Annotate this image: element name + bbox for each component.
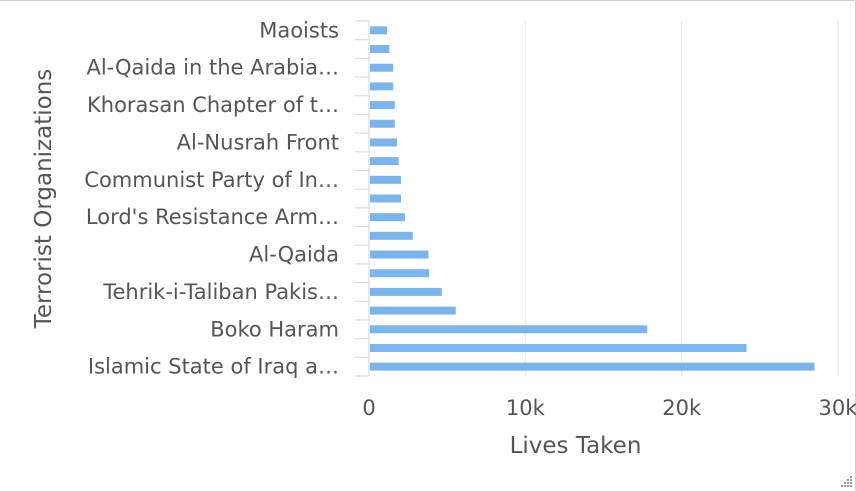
bar[interactable]	[370, 269, 430, 278]
bar[interactable]	[370, 213, 405, 222]
bar[interactable]	[370, 157, 399, 166]
y-axis-title: Terrorist Organizations	[31, 69, 57, 330]
category-labels: Maoists Al-Qaida in the Arabia… Khorasan C…	[84, 18, 339, 378]
bar[interactable]	[370, 63, 394, 72]
category-label: Lord's Resistance Arm…	[86, 205, 339, 229]
bar[interactable]	[370, 306, 456, 315]
category-label: Tehrik-i-Taliban Pakis…	[102, 280, 339, 304]
bar[interactable]	[370, 194, 402, 203]
x-tick-label: 0	[362, 396, 375, 420]
resize-handle-icon[interactable]	[839, 474, 853, 488]
bar[interactable]	[370, 287, 442, 296]
category-label: Communist Party of In…	[84, 168, 339, 192]
bar[interactable]	[370, 325, 648, 334]
category-label: Boko Haram	[210, 317, 339, 341]
bar[interactable]	[370, 138, 398, 147]
bar[interactable]	[370, 45, 390, 54]
category-label: Al-Nusrah Front	[177, 130, 339, 154]
x-axis-title: Lives Taken	[510, 433, 642, 459]
bar[interactable]	[370, 250, 429, 259]
category-ticks	[355, 20, 369, 377]
category-label: Islamic State of Iraq a…	[88, 355, 339, 379]
bars	[370, 26, 815, 371]
x-tick-labels: 0 10k 20k 30k	[362, 396, 856, 420]
gridlines	[524, 21, 839, 376]
category-label: Al-Qaida	[249, 243, 339, 267]
bar[interactable]	[370, 101, 395, 110]
bar[interactable]	[370, 343, 747, 352]
bar[interactable]	[370, 362, 815, 371]
bar[interactable]	[370, 82, 394, 91]
bar[interactable]	[370, 175, 402, 184]
x-tick-label: 20k	[662, 396, 702, 420]
bar[interactable]	[370, 231, 413, 240]
x-tick-label: 10k	[506, 396, 546, 420]
x-tick-label: 30k	[819, 396, 856, 420]
bar[interactable]	[370, 26, 387, 35]
category-label: Al-Qaida in the Arabia…	[86, 56, 339, 80]
category-label: Khorasan Chapter of t…	[87, 93, 339, 117]
bar[interactable]	[370, 119, 395, 128]
category-label: Maoists	[259, 18, 339, 42]
